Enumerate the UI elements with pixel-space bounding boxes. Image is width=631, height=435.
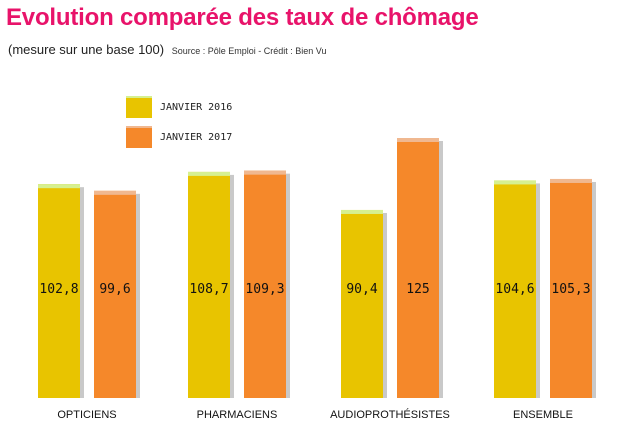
- bar-2016-1: [188, 171, 234, 398]
- bar-top: [494, 180, 536, 185]
- bar-2016-2: [341, 209, 387, 398]
- bar-2017-3: [550, 178, 596, 398]
- data-label-2017-3: 105,3: [551, 282, 590, 297]
- bar-2017-1: [244, 170, 290, 398]
- category-label-0: OPTICIENS: [57, 409, 116, 421]
- bar-top: [94, 190, 136, 195]
- bar-shadow: [80, 187, 84, 398]
- bar-body: [397, 138, 439, 398]
- bar-shadow: [439, 141, 443, 398]
- bar-top: [244, 170, 286, 175]
- data-label-2017-0: 99,6: [99, 282, 130, 297]
- bar-body: [188, 171, 230, 398]
- bar-top: [188, 171, 230, 176]
- data-label-2016-2: 90,4: [346, 282, 377, 297]
- legend-swatch-2017: [126, 126, 152, 148]
- legend-label-2017: JANVIER 2017: [160, 131, 233, 143]
- chart-title: Evolution comparée des taux de chômage: [6, 4, 479, 31]
- bar-shadow: [136, 193, 140, 398]
- bar-2017-0: [94, 190, 140, 398]
- source-text: Source : Pôle Emploi - Crédit : Bien Vu: [171, 46, 327, 56]
- data-label-2017-1: 109,3: [245, 282, 284, 297]
- legend-label-2016: JANVIER 2016: [160, 101, 233, 113]
- bar-shadow: [286, 173, 290, 398]
- data-label-2016-1: 108,7: [189, 282, 228, 297]
- bar-body: [341, 209, 383, 398]
- category-label-2: AUDIOPROTHÉSISTES: [330, 408, 450, 421]
- bar-shadow: [592, 181, 596, 398]
- bar-body: [550, 178, 592, 398]
- bar-body: [38, 184, 80, 398]
- bar-2017-2: [397, 138, 443, 398]
- data-label-2016-3: 104,6: [495, 282, 534, 297]
- bar-shadow: [383, 212, 387, 398]
- legend-swatch-2016: [126, 96, 152, 118]
- bar-body: [244, 170, 286, 398]
- data-label-2017-2: 125: [406, 282, 429, 297]
- bar-body: [94, 190, 136, 398]
- bar-2016-0: [38, 184, 84, 398]
- bar-body: [494, 180, 536, 398]
- bar-top: [550, 178, 592, 183]
- subtitle-text: (mesure sur une base 100): [8, 42, 165, 57]
- bar-top: [397, 138, 439, 142]
- legend-item-2016: JANVIER 2016: [126, 96, 232, 118]
- bar-shadow: [230, 174, 234, 398]
- bar-top: [38, 184, 80, 189]
- legend-item-2017: JANVIER 2017: [126, 126, 232, 148]
- category-label-3: ENSEMBLE: [513, 409, 573, 421]
- bar-2016-3: [494, 180, 540, 398]
- chart-subtitle: (mesure sur une base 100) Source : Pôle …: [8, 42, 326, 57]
- data-label-2016-0: 102,8: [39, 282, 78, 297]
- bar-shadow: [536, 183, 540, 398]
- category-label-1: PHARMACIENS: [197, 409, 278, 421]
- bar-top: [341, 209, 383, 214]
